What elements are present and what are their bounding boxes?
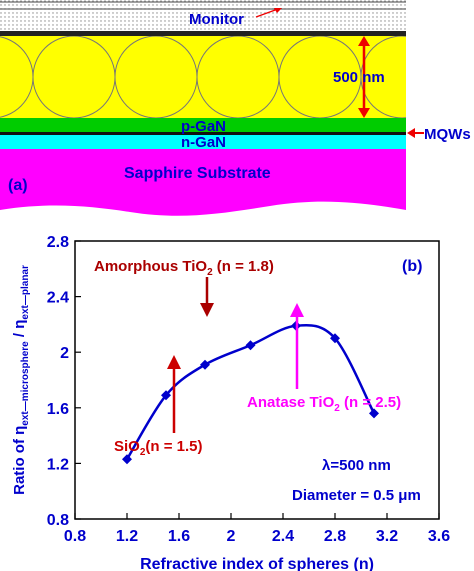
- data-point: [122, 454, 132, 465]
- x-tick-label: 2.8: [324, 528, 346, 545]
- p-gan-label: p-GaN: [181, 118, 226, 135]
- mqws-arrow: [407, 128, 424, 138]
- x-tick-label: 1.2: [116, 528, 138, 545]
- panel-a-label: (a): [8, 177, 28, 194]
- data-point: [200, 359, 210, 370]
- monitor-label: Monitor: [189, 11, 244, 28]
- thickness-arrow: [358, 36, 370, 118]
- substrate-label: Sapphire Substrate: [124, 165, 271, 182]
- plot-frame: [74, 240, 440, 520]
- x-tick-label: 2.4: [272, 528, 294, 545]
- diameter-annotation: Diameter = 0.5 μm: [292, 487, 421, 504]
- panel-a-structure-diagram: 500 nm Monitor p-GaN n-GaN MQWs Sapphire…: [0, 0, 471, 216]
- data-point: [330, 333, 340, 344]
- y-axis-ticks: 0.8 1.2 1.6 2 2.4 2.8: [47, 234, 81, 529]
- anatase-arrow: [290, 303, 304, 389]
- y-tick-label: 2.4: [47, 290, 69, 307]
- x-tick-label: 3.6: [428, 528, 450, 545]
- x-axis-ticks: 0.8 1.2 1.6 2 2.4 2.8 3.2 3.6: [64, 513, 450, 545]
- p-gan-layer: [0, 118, 406, 132]
- thickness-label: 500 nm: [333, 69, 385, 86]
- x-tick-label: 1.6: [168, 528, 190, 545]
- data-point: [161, 390, 171, 401]
- y-tick-label: 0.8: [47, 512, 69, 529]
- sapphire-substrate: [0, 149, 406, 216]
- x-tick-label: 2: [227, 528, 236, 545]
- amorphous-arrow: [200, 277, 214, 317]
- y-label-mid: / η: [11, 320, 28, 342]
- data-point: [245, 340, 256, 351]
- panel-b-label: (b): [402, 258, 422, 275]
- anatase-annotation: Anatase TiO2 (n = 2.5): [247, 394, 401, 414]
- sio2-arrow: [167, 355, 181, 433]
- x-axis-label: Refractive index of spheres (n): [140, 556, 374, 571]
- x-tick-label: 0.8: [64, 528, 86, 545]
- y-label-sub2: ext—planar: [20, 265, 31, 320]
- ratio-series-points: [122, 320, 379, 465]
- y-tick-label: 2.8: [47, 234, 69, 251]
- n-gan-layer: [0, 135, 406, 149]
- monitor-region: [0, 0, 406, 33]
- panel-b-chart: 0.8 1.2 1.6 2 2.4 2.8 3.2 3.6 0.81.21.622.42.8 …: [11, 234, 450, 571]
- y-tick-label: 1.2: [47, 456, 69, 473]
- amorphous-annotation: Amorphous TiO2 (n = 1.8): [94, 258, 274, 278]
- wavelength-annotation: λ=500 nm: [322, 457, 391, 474]
- x-tick-label: 3.2: [376, 528, 398, 545]
- monitor-arrow: [255, 8, 282, 18]
- data-point: [369, 408, 379, 419]
- y-axis-label: Ratio of ηext—microsphere / ηext—planar: [11, 265, 31, 495]
- mqws-layer: [0, 132, 406, 135]
- mqws-label: MQWs: [424, 126, 471, 143]
- y-tick-label: 2: [60, 345, 69, 362]
- n-gan-label: n-GaN: [181, 134, 226, 151]
- y-label-prefix: Ratio of η: [11, 426, 28, 495]
- y-tick-label: 1.6: [47, 401, 69, 418]
- sio2-annotation: SiO2(n = 1.5): [114, 438, 203, 458]
- y-label-sub1: ext—microsphere: [20, 341, 31, 426]
